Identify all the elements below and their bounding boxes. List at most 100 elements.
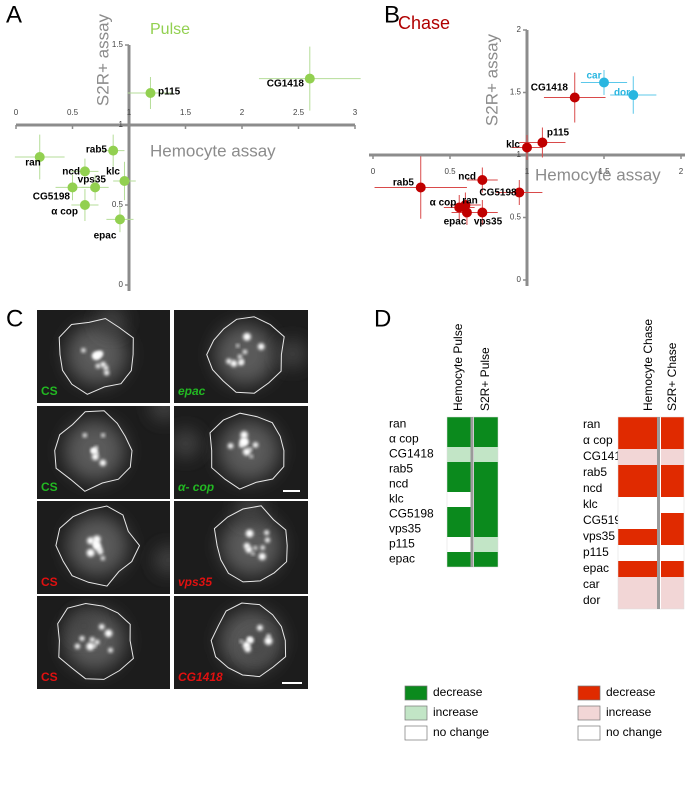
micrograph: vps35 [174,501,308,594]
x-tick-label: 0.5 [67,108,79,117]
point-label: ran [25,158,41,169]
heat-cell [661,449,684,465]
heat-cell [447,492,471,507]
row-label: p115 [583,545,609,559]
row-label: rab5 [583,465,607,479]
legend-label: no change [606,725,662,739]
heat-cell [447,462,471,477]
heat-cell [474,477,498,492]
heat-cell [661,593,684,609]
heat-cell [474,507,498,522]
data-point [119,176,130,186]
vesicle [245,529,254,538]
row-label: rab5 [389,462,413,476]
vesicle [257,624,263,631]
row-label: vps35 [583,529,615,543]
heat-cell [447,537,471,552]
cell-outline [206,316,285,394]
x-tick-label: 0 [371,167,376,176]
y-tick-label: 1 [517,150,522,159]
heat-cell [474,447,498,462]
point-label: dor [614,88,630,99]
vesicle [242,448,251,456]
point-label: ncd [62,167,80,178]
row-label: dor [583,593,600,607]
data-point [628,90,639,100]
legend-swatch [577,725,601,741]
vesicle [100,556,105,561]
vesicle [249,454,253,459]
heat-cell [618,465,658,481]
row-label: α cop [583,433,613,447]
background-glow [278,339,307,368]
y-tick-label: 0 [119,280,124,289]
x-tick-label: 0.5 [444,167,456,176]
point-label: ncd [458,172,476,183]
heat-cell [618,513,658,529]
point-label: α cop [430,198,457,209]
vesicle [226,358,232,364]
data-point [599,77,609,88]
micrograph: epac [174,310,308,403]
vesicle [242,349,248,355]
y-tick-label: 2 [517,25,522,34]
point-label: vps35 [78,175,107,186]
point-label: CG5198 [33,192,71,203]
vesicle [104,629,113,638]
background-glow [174,429,200,458]
vesicle [79,636,85,641]
heat-cell [474,522,498,537]
cell-outline [54,410,133,492]
vesicle [264,537,270,543]
micrograph: CG1418 [174,596,308,689]
vesicle [97,549,103,555]
heat-cell [618,529,658,545]
vesicle [94,543,100,549]
vesicle [236,344,240,348]
micrograph: CS [37,406,170,499]
vesicle [246,636,253,643]
vesicle [95,363,101,369]
image-content [206,316,307,394]
data-point [304,73,315,84]
background-glow [236,501,265,523]
image-content [174,412,285,490]
image-label: α- cop [178,480,214,494]
heat-cell [661,481,684,497]
image-label: CS [41,575,58,589]
panel-letter: B [384,1,400,28]
x-tick-label: 2 [679,167,684,176]
vesicle [240,431,248,439]
row-label: klc [389,492,404,506]
image-label: CG1418 [178,670,223,684]
row-label: CG1418 [583,449,628,463]
heat-cell [661,513,684,529]
image-label: vps35 [178,575,212,589]
column-header: Hemocyte Pulse [451,323,465,411]
micrograph: CS [37,501,170,594]
heat-cell [661,529,684,545]
heat-cell [661,577,684,593]
vesicle [90,448,96,454]
row-label: p115 [389,537,415,551]
x-axis-title: Hemocyte assay [535,165,661,184]
heat-cell [661,497,684,513]
image-content [213,501,288,583]
column-header: Hemocyte Chase [641,319,655,411]
image-content [55,505,170,587]
panel-letter: A [6,1,22,28]
data-point [67,182,78,193]
column-header: S2R+ Pulse [478,347,492,411]
x-axis-title: Hemocyte assay [150,141,276,160]
vesicle [91,453,99,461]
heat-cell [474,492,498,507]
vesicle [93,535,101,544]
point-label: epac [444,217,467,228]
row-label: CG1418 [389,447,434,461]
vesicle [253,546,258,550]
data-point [454,202,465,213]
image-label: CS [41,670,58,684]
chart-title: Pulse [150,21,190,38]
heat-cell [474,537,498,552]
